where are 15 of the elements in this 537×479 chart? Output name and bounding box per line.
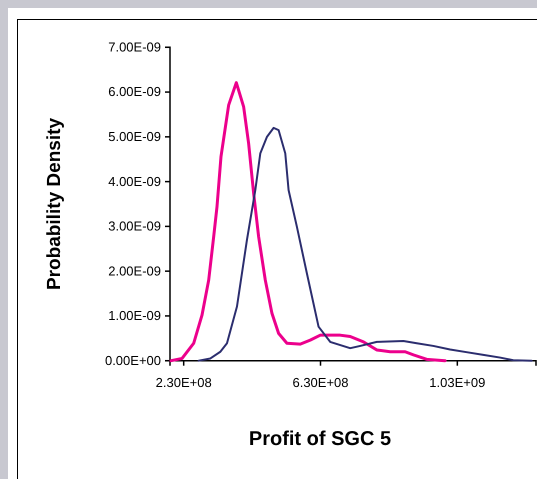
y-tick-label: 4.00E-09 (108, 174, 161, 189)
line-series (170, 81, 447, 362)
y-tick-label: 1.00E-09 (108, 308, 161, 324)
x-tick-label: 6.30E+08 (292, 374, 349, 390)
y-tick-label: 0.00E+00 (104, 352, 161, 368)
x-axis-title: Profit of SGC 5 (248, 428, 392, 450)
x-tick-label: 2.30E+08 (156, 374, 212, 390)
y-tick-label: 2.00E-09 (108, 263, 161, 278)
x-tick-label: 1.03E+09 (429, 374, 486, 390)
y-tick-label: 5.00E-09 (108, 129, 161, 144)
y-tick-label: 3.00E-09 (108, 218, 161, 234)
y-tick-label: 7.00E-09 (108, 39, 161, 54)
line-series (198, 126, 533, 362)
y-axis-title: Probability Density (44, 118, 65, 290)
y-tick-label: 6.00E-09 (108, 84, 161, 100)
